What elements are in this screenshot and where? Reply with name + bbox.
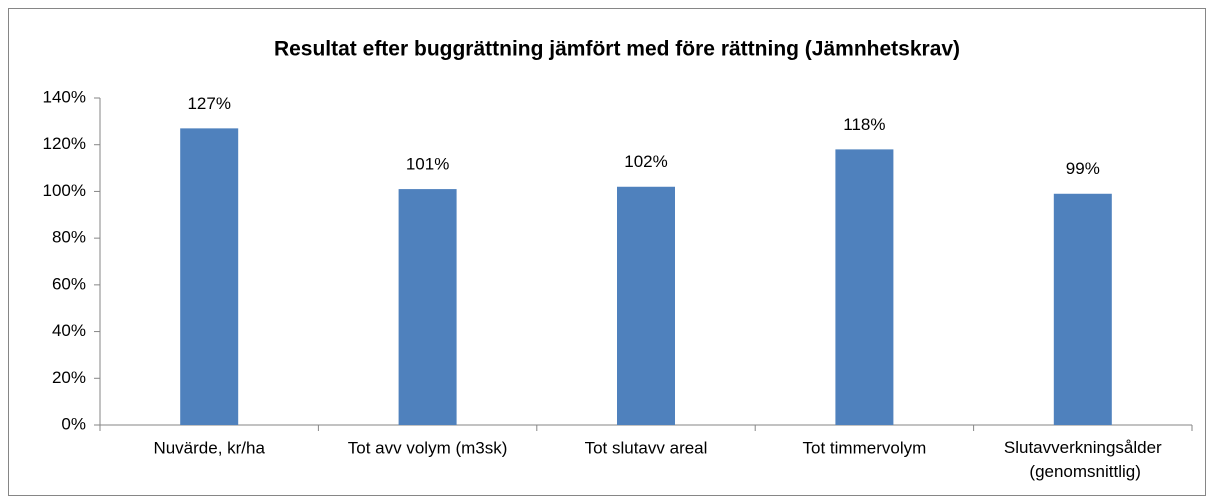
- y-tick-label: 40%: [52, 321, 86, 340]
- data-label: 99%: [1066, 159, 1100, 178]
- data-label: 102%: [624, 152, 667, 171]
- bar: [835, 149, 894, 425]
- y-tick-label: 20%: [52, 368, 86, 387]
- y-tick-label: 100%: [43, 181, 86, 200]
- x-tick-label: Tot avv volym (m3sk): [348, 438, 508, 457]
- y-tick-label: 80%: [52, 228, 86, 247]
- bar: [180, 128, 239, 425]
- x-tick-label: Tot timmervolym: [803, 438, 927, 457]
- x-tick-label: Nuvärde, kr/ha: [153, 438, 265, 457]
- y-tick-label: 140%: [43, 87, 86, 106]
- bar: [1053, 193, 1112, 425]
- data-label: 101%: [406, 155, 449, 174]
- chart-title: Resultat efter buggrättning jämfört med …: [274, 38, 960, 61]
- bar: [398, 189, 457, 425]
- bar: [617, 186, 675, 425]
- x-tick-label: Tot slutavv areal: [585, 438, 708, 457]
- data-label: 118%: [843, 115, 885, 134]
- y-tick-label: 120%: [43, 134, 86, 153]
- y-tick-label: 60%: [52, 274, 86, 293]
- x-tick-label: Slutavverkningsålder (genomsnittlig): [1004, 438, 1162, 481]
- data-label: 127%: [187, 94, 230, 113]
- y-tick-label: 0%: [61, 414, 86, 433]
